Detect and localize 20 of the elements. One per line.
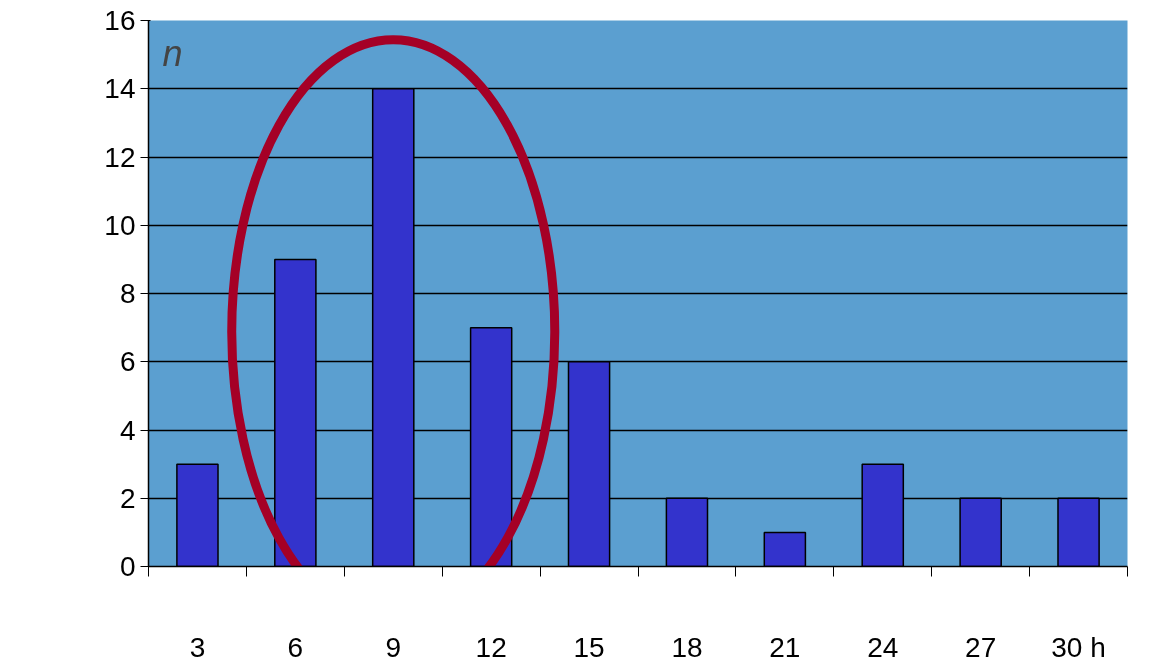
x-tick-label: 30 h	[1051, 631, 1106, 663]
y-tick-label: 8	[119, 278, 136, 309]
x-tick-label: 3	[189, 631, 206, 663]
x-tick-label: 15	[573, 631, 605, 663]
y-tick-label: 4	[119, 414, 136, 446]
y-tick-label: 0	[119, 551, 136, 582]
y-axis-title: n	[162, 32, 183, 74]
y-tick-label: 12	[104, 141, 136, 173]
y-tick-label: 16	[104, 5, 136, 36]
x-tick-label: 6	[287, 631, 304, 663]
x-tick-label: 24	[867, 631, 899, 663]
x-tick-label: 9	[385, 631, 402, 663]
y-tick-label: 10	[104, 209, 136, 241]
y-tick-label: 14	[104, 73, 136, 105]
x-tick-label: 12	[475, 631, 507, 663]
y-tick-label: 2	[119, 482, 136, 514]
x-tick-label: 27	[965, 631, 997, 663]
y-tick-label: 6	[119, 346, 136, 378]
x-tick-label: 21	[769, 631, 801, 663]
x-tick-label: 18	[671, 631, 703, 663]
